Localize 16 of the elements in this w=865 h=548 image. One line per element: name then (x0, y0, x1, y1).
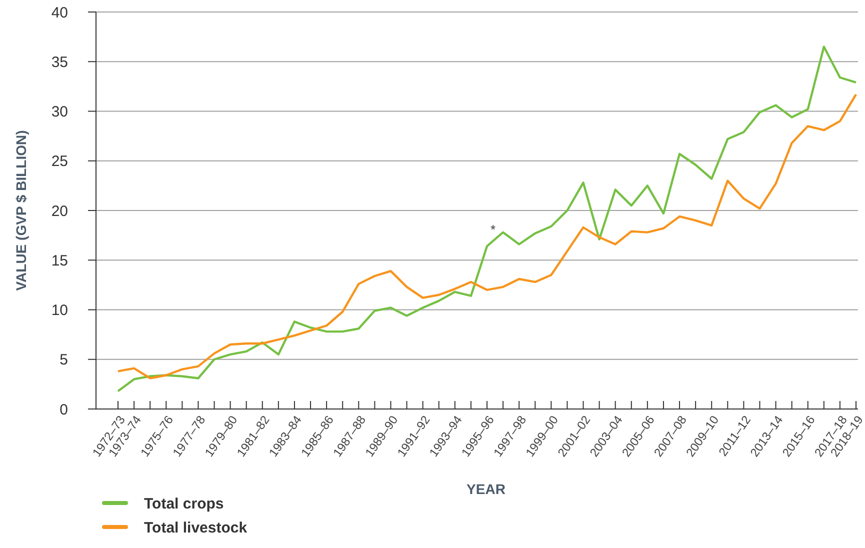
legend-label: Total crops (144, 495, 224, 512)
y-tick-label: 25 (51, 153, 68, 170)
annotation: * (490, 222, 496, 238)
y-tick-label: 0 (60, 401, 68, 418)
y-tick-label: 15 (51, 252, 68, 270)
line-series (116, 93, 858, 380)
y-tick-label: 30 (51, 104, 68, 120)
y-tick-label: 5 (60, 352, 68, 369)
line-series (116, 46, 858, 392)
y-tick-label: 40 (51, 4, 68, 22)
y-tick-label: 20 (51, 202, 68, 220)
y-axis-title: VALUE (GVP $ BILLION) (13, 130, 29, 291)
y-tick-label: 35 (51, 54, 68, 71)
legend-label: Total livestock (144, 519, 248, 536)
x-axis-title: YEAR (466, 481, 506, 497)
y-tick-label: 10 (51, 302, 68, 319)
